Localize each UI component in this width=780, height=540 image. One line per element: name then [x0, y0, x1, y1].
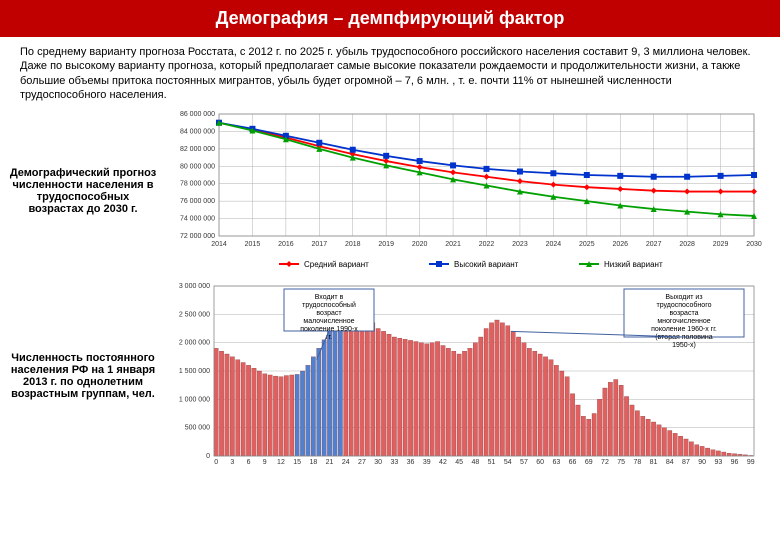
svg-text:30: 30 [374, 459, 382, 466]
svg-text:2024: 2024 [546, 241, 562, 248]
svg-text:Низкий вариант: Низкий вариант [604, 260, 663, 269]
svg-text:многочисленное: многочисленное [657, 318, 710, 325]
svg-text:0: 0 [206, 453, 210, 460]
svg-text:72: 72 [601, 459, 609, 466]
svg-text:72 000 000: 72 000 000 [180, 233, 215, 240]
svg-text:2029: 2029 [713, 241, 729, 248]
svg-text:66: 66 [569, 459, 577, 466]
svg-text:12: 12 [277, 459, 285, 466]
chart1-row: Демографический прогноз численности насе… [0, 106, 780, 276]
svg-text:81: 81 [650, 459, 658, 466]
svg-text:(вторая половина: (вторая половина [655, 334, 713, 341]
svg-text:9: 9 [263, 459, 267, 466]
svg-text:15: 15 [293, 459, 301, 466]
svg-text:93: 93 [714, 459, 722, 466]
svg-text:2017: 2017 [312, 241, 328, 248]
svg-text:малочисленное: малочисленное [303, 318, 354, 325]
svg-text:18: 18 [309, 459, 317, 466]
svg-text:75: 75 [617, 459, 625, 466]
svg-text:2019: 2019 [378, 241, 394, 248]
svg-text:21: 21 [326, 459, 334, 466]
svg-text:99: 99 [747, 459, 755, 466]
svg-text:1 500 000: 1 500 000 [179, 368, 210, 375]
svg-text:48: 48 [471, 459, 479, 466]
svg-text:2020: 2020 [412, 241, 428, 248]
svg-text:87: 87 [682, 459, 690, 466]
svg-text:33: 33 [390, 459, 398, 466]
intro-text: По среднему варианту прогноза Росстата, … [0, 37, 780, 106]
svg-text:поколение 1990-х: поколение 1990-х [300, 326, 358, 333]
svg-text:36: 36 [407, 459, 415, 466]
svg-text:Выходит из: Выходит из [665, 294, 702, 301]
svg-text:24: 24 [342, 459, 350, 466]
svg-text:78 000 000: 78 000 000 [180, 181, 215, 188]
svg-text:51: 51 [488, 459, 496, 466]
svg-text:3 000 000: 3 000 000 [179, 283, 210, 290]
svg-text:поколение 1960-х гг.: поколение 1960-х гг. [651, 326, 717, 333]
svg-text:2030: 2030 [746, 241, 762, 248]
svg-text:39: 39 [423, 459, 431, 466]
svg-text:2018: 2018 [345, 241, 361, 248]
svg-text:86 000 000: 86 000 000 [180, 111, 215, 118]
svg-text:60: 60 [536, 459, 544, 466]
svg-text:1950-х): 1950-х) [672, 342, 696, 349]
page-title: Демография – демпфирующий фактор [0, 0, 780, 37]
svg-text:84 000 000: 84 000 000 [180, 129, 215, 136]
svg-text:Средний вариант: Средний вариант [304, 260, 369, 269]
svg-text:76 000 000: 76 000 000 [180, 198, 215, 205]
svg-text:69: 69 [585, 459, 593, 466]
svg-text:42: 42 [439, 459, 447, 466]
svg-text:57: 57 [520, 459, 528, 466]
svg-text:2027: 2027 [646, 241, 662, 248]
svg-text:2016: 2016 [278, 241, 294, 248]
chart2-label: Численность постоянного населения РФ на … [8, 352, 164, 400]
svg-text:74 000 000: 74 000 000 [180, 216, 215, 223]
svg-text:1 000 000: 1 000 000 [179, 397, 210, 404]
svg-text:84: 84 [666, 459, 674, 466]
svg-text:78: 78 [633, 459, 641, 466]
svg-text:2015: 2015 [245, 241, 261, 248]
svg-text:Высокий вариант: Высокий вариант [454, 260, 519, 269]
svg-text:2022: 2022 [479, 241, 495, 248]
bar-chart: 0 500 000 1 000 000 1 500 000 2 000 000 2 500… [164, 276, 772, 476]
line-chart: 72 000 000 74 000 000 76 000 000 78 000 000… [164, 106, 772, 276]
chart1-label: Демографический прогноз численности насе… [8, 167, 164, 215]
svg-text:возраста: возраста [670, 310, 699, 317]
svg-text:Входит в: Входит в [315, 294, 344, 301]
svg-text:2014: 2014 [211, 241, 227, 248]
svg-text:3: 3 [230, 459, 234, 466]
svg-text:2021: 2021 [445, 241, 461, 248]
svg-text:2023: 2023 [512, 241, 528, 248]
svg-text:27: 27 [358, 459, 366, 466]
svg-text:2 000 000: 2 000 000 [179, 340, 210, 347]
svg-text:2 500 000: 2 500 000 [179, 312, 210, 319]
svg-text:0: 0 [214, 459, 218, 466]
svg-text:500 000: 500 000 [185, 425, 210, 432]
svg-text:возраст: возраст [316, 310, 342, 317]
svg-text:96: 96 [731, 459, 739, 466]
svg-text:63: 63 [552, 459, 560, 466]
svg-text:2026: 2026 [612, 241, 628, 248]
svg-text:6: 6 [247, 459, 251, 466]
svg-text:2025: 2025 [579, 241, 595, 248]
svg-text:82 000 000: 82 000 000 [180, 146, 215, 153]
svg-text:трудоспособного: трудоспособного [657, 301, 712, 309]
svg-text:90: 90 [698, 459, 706, 466]
chart2-row: Численность постоянного населения РФ на … [0, 276, 780, 476]
svg-text:трудоспособный: трудоспособный [302, 301, 356, 309]
svg-text:80 000 000: 80 000 000 [180, 163, 215, 170]
svg-text:45: 45 [455, 459, 463, 466]
svg-text:54: 54 [504, 459, 512, 466]
svg-text:2028: 2028 [679, 241, 695, 248]
